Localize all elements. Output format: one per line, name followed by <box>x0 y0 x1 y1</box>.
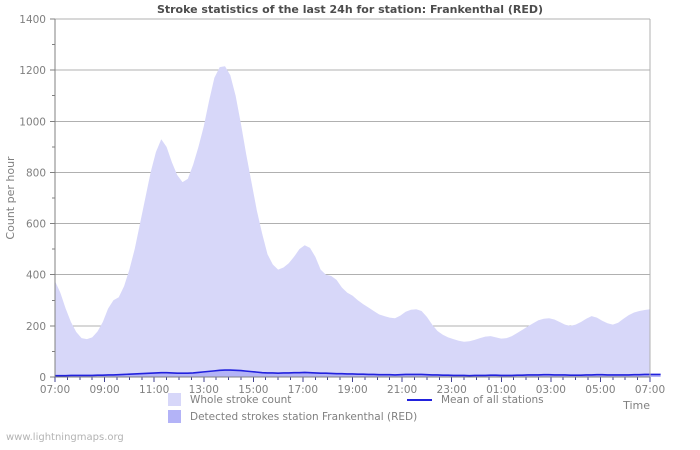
svg-text:800: 800 <box>26 167 46 179</box>
legend-swatch-whole-stroke-count <box>168 393 181 406</box>
legend-line-mean-all-stations <box>407 398 432 401</box>
svg-text:11:00: 11:00 <box>139 384 169 396</box>
svg-text:19:00: 19:00 <box>337 384 367 396</box>
legend-label-whole-stroke-count: Whole stroke count <box>190 393 292 406</box>
x-axis-title: Time <box>622 399 650 412</box>
svg-text:1200: 1200 <box>19 65 46 77</box>
legend-label-mean-all-stations: Mean of all stations <box>441 393 544 406</box>
legend-swatch-detected-strokes <box>168 410 181 423</box>
svg-text:03:00: 03:00 <box>536 384 566 396</box>
svg-text:07:00: 07:00 <box>635 384 665 396</box>
svg-text:1000: 1000 <box>19 116 46 128</box>
svg-text:400: 400 <box>26 270 46 282</box>
svg-text:13:00: 13:00 <box>189 384 219 396</box>
y-axis-title: Count per hour <box>4 156 17 240</box>
svg-text:0: 0 <box>39 372 46 384</box>
svg-text:200: 200 <box>26 321 46 333</box>
svg-text:07:00: 07:00 <box>40 384 70 396</box>
svg-text:15:00: 15:00 <box>238 384 268 396</box>
legend-label-detected-strokes: Detected strokes station Frankenthal (RE… <box>190 410 418 423</box>
svg-text:09:00: 09:00 <box>89 384 119 396</box>
legend-item-detected-strokes: Detected strokes station Frankenthal (RE… <box>168 409 417 424</box>
svg-text:23:00: 23:00 <box>437 384 467 396</box>
svg-text:17:00: 17:00 <box>288 384 318 396</box>
svg-text:1400: 1400 <box>19 14 46 26</box>
legend-item-mean-all-stations: Mean of all stations <box>407 392 544 407</box>
watermark-text: www.lightningmaps.org <box>6 432 124 443</box>
svg-text:05:00: 05:00 <box>585 384 615 396</box>
legend-item-whole-stroke-count: Whole stroke count <box>168 392 291 407</box>
svg-text:600: 600 <box>26 219 46 231</box>
chart-title: Stroke statistics of the last 24h for st… <box>156 3 544 16</box>
svg-text:01:00: 01:00 <box>486 384 516 396</box>
chart-legend: Whole stroke count Detected strokes stat… <box>0 392 700 426</box>
svg-text:21:00: 21:00 <box>387 384 417 396</box>
